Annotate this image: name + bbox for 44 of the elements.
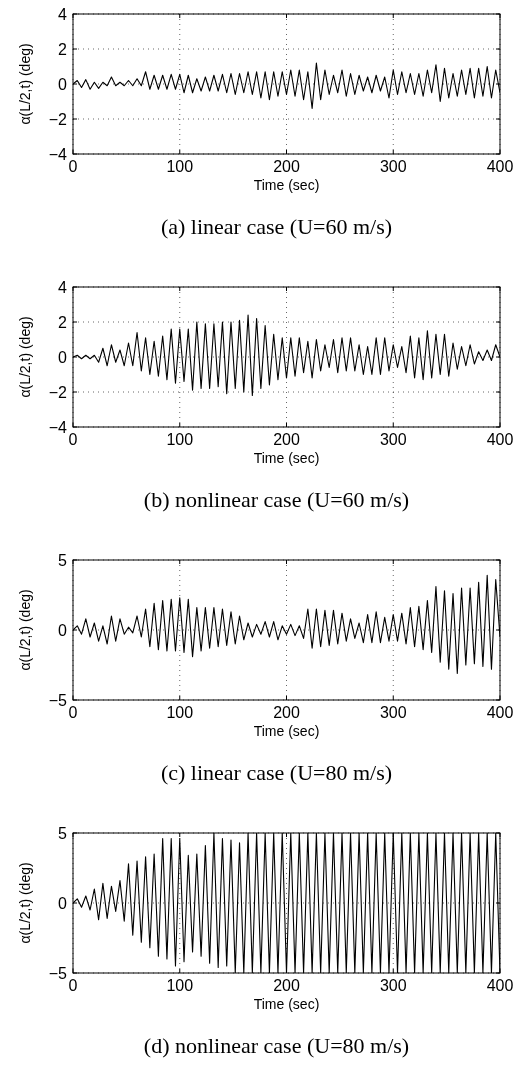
x-tick-label: 200 — [273, 977, 300, 994]
x-axis-title: Time (sec) — [253, 723, 320, 739]
text: (d) nonlinear case (U=80 m/s) — [143, 1033, 410, 1058]
y-tick-label: −5 — [48, 691, 68, 709]
y-tick-label: 2 — [58, 40, 68, 58]
y-tick-label: −2 — [48, 383, 68, 401]
x-tick-label: 100 — [166, 158, 194, 175]
x-tick-label: 100 — [166, 431, 194, 448]
y-tick-label: 5 — [58, 824, 68, 842]
x-axis-title: Time (sec) — [253, 177, 320, 193]
x-tick-label: 400 — [486, 704, 514, 721]
y-tick-label: 2 — [58, 313, 68, 331]
x-tick-label: 400 — [486, 158, 514, 175]
y-tick-label: 4 — [58, 278, 68, 296]
y-tick-label: 4 — [58, 5, 68, 23]
y-axis-title: α(L/2,t) (deg) — [17, 316, 33, 398]
x-tick-label: 300 — [379, 431, 407, 448]
y-tick-label: −5 — [48, 964, 68, 982]
text: (c) linear case (U=80 m/s) — [160, 760, 393, 785]
y-axis-title: α(L/2,t) (deg) — [17, 43, 33, 125]
x-tick-label: 400 — [486, 977, 514, 994]
y-axis-title: α(L/2,t) (deg) — [17, 589, 33, 671]
x-axis-title: Time (sec) — [253, 450, 320, 466]
y-tick-label: 0 — [58, 894, 68, 912]
x-tick-label: 300 — [379, 158, 407, 175]
y-tick-label: 0 — [58, 75, 68, 93]
x-tick-label: 200 — [273, 704, 300, 721]
x-tick-label: 100 — [166, 977, 194, 994]
x-tick-label: 400 — [486, 431, 514, 448]
x-tick-label: 300 — [379, 977, 407, 994]
x-axis-title: Time (sec) — [253, 996, 320, 1012]
y-tick-label: −2 — [48, 110, 68, 128]
y-tick-label: 0 — [58, 621, 68, 639]
y-tick-label: −4 — [48, 418, 68, 436]
y-tick-label: 0 — [58, 348, 68, 366]
x-tick-label: 200 — [273, 431, 300, 448]
x-tick-label: 300 — [379, 704, 407, 721]
x-tick-label: 100 — [166, 704, 194, 721]
x-tick-label: 200 — [273, 158, 300, 175]
y-axis-title: α(L/2,t) (deg) — [17, 862, 33, 944]
y-tick-label: 5 — [58, 551, 68, 569]
text: (b) nonlinear case (U=60 m/s) — [143, 487, 410, 512]
y-tick-label: −4 — [48, 145, 68, 163]
text: (a) linear case (U=60 m/s) — [160, 214, 393, 239]
